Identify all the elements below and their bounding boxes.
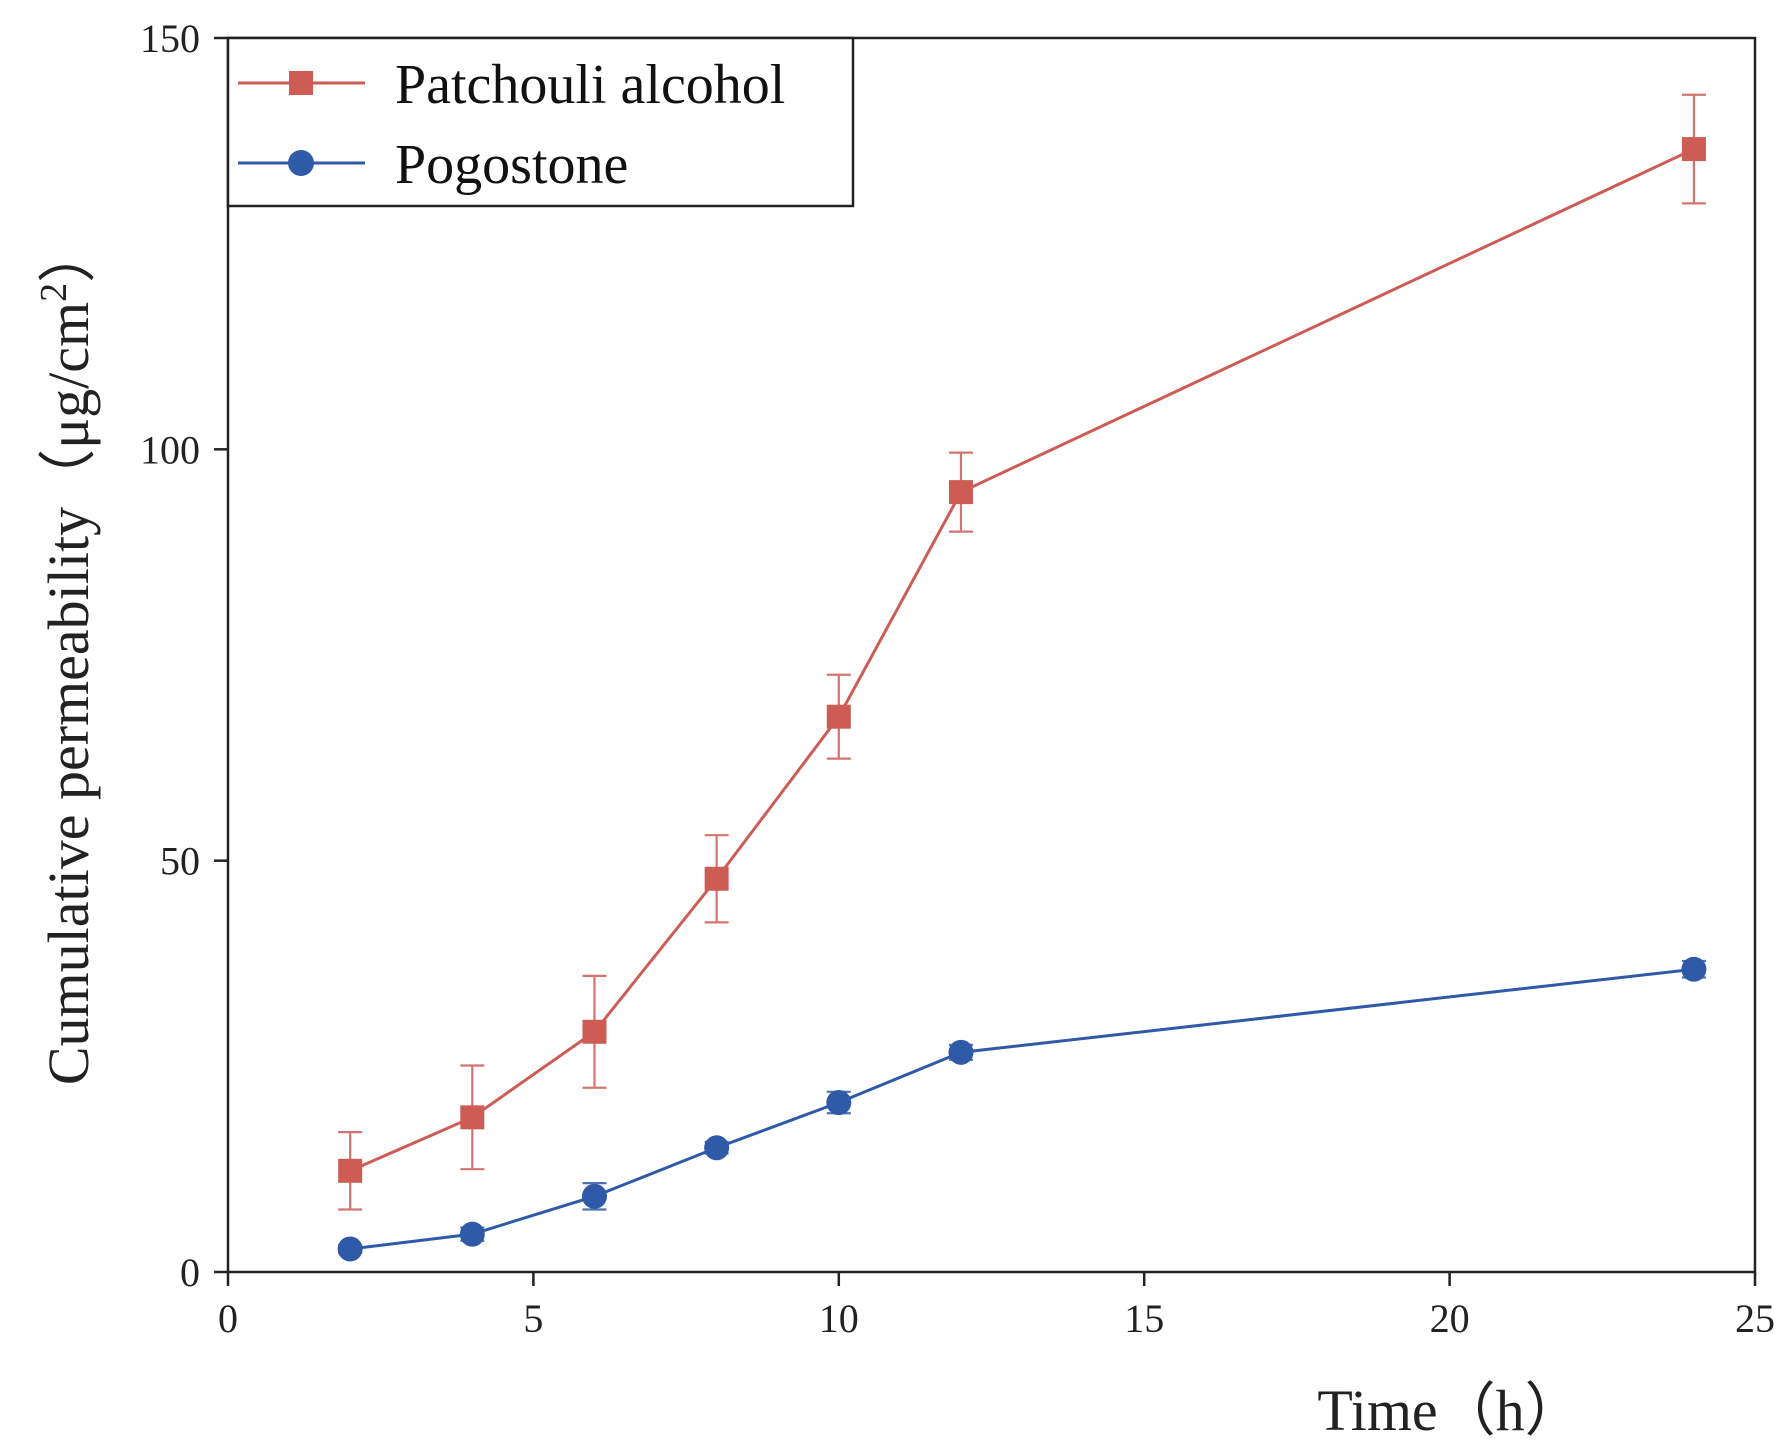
legend-label-pogostone: Pogostone [395, 134, 628, 196]
x-axis-title: Time（h） [1317, 1378, 1582, 1443]
series-line [349, 147, 1695, 1173]
x-tick-label: 15 [1124, 1296, 1164, 1341]
data-point-square [338, 1158, 363, 1183]
y-tick-label: 150 [140, 16, 200, 61]
x-tick-label: 25 [1735, 1296, 1775, 1341]
data-point-square [948, 480, 973, 505]
data-point-circle [1681, 956, 1707, 982]
data-series [337, 93, 1707, 1262]
legend-box [226, 36, 855, 208]
data-point-circle [337, 1236, 363, 1262]
x-tick-label: 0 [218, 1296, 238, 1341]
y-tick-label: 50 [160, 839, 200, 884]
x-tick-label: 20 [1430, 1296, 1470, 1341]
data-point-square [826, 704, 851, 729]
x-tick-label: 5 [523, 1296, 543, 1341]
y-tick-label: 100 [140, 427, 200, 472]
y-axis-title-main: Cumulative permeability（μg/cm [36, 302, 101, 1085]
data-point-square [704, 866, 729, 891]
legend: Patchouli alcohol Pogostone [226, 36, 855, 208]
data-point-circle [948, 1039, 974, 1065]
y-tick-label: 0 [180, 1250, 200, 1295]
legend-marker-circle [288, 150, 314, 176]
axis-ticks: 0 5 10 15 20 25 0 50 100 150 [140, 16, 1775, 1341]
series-pogostone [337, 956, 1707, 1262]
legend-label-patchouli: Patchouli alcohol [395, 54, 785, 116]
y-axis-title-superscript: 2 [33, 283, 75, 302]
series-patchouli-alcohol [338, 93, 1706, 1211]
y-axis-title-close: ） [36, 225, 101, 283]
y-axis-title: Cumulative permeability（μg/cm2） [33, 225, 101, 1085]
data-point-square [460, 1105, 485, 1130]
data-point-circle [581, 1183, 607, 1209]
series-line [349, 967, 1695, 1251]
data-point-square [582, 1019, 607, 1044]
legend-marker-square [289, 71, 313, 95]
x-tick-label: 10 [819, 1296, 859, 1341]
data-point-circle [704, 1135, 730, 1161]
plot-area-frame [226, 36, 1757, 1274]
data-point-circle [459, 1221, 485, 1247]
data-point-square [1681, 137, 1706, 162]
data-point-circle [826, 1090, 852, 1116]
